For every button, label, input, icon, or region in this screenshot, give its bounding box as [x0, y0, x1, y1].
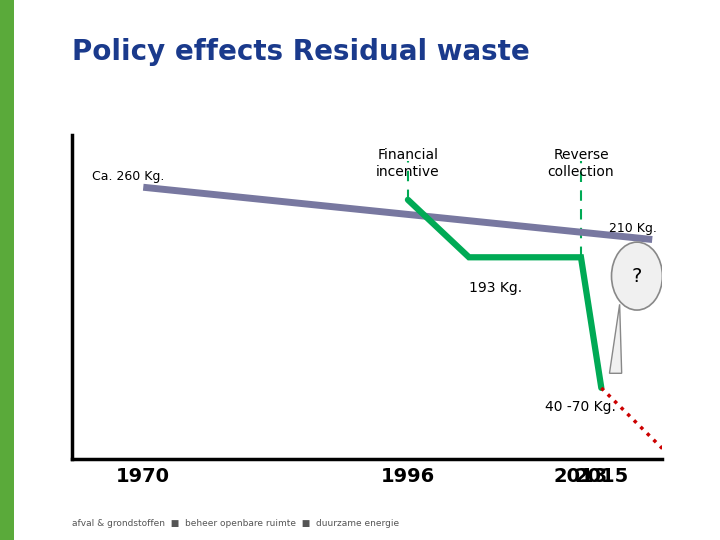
Text: afval & grondstoffen  ■  beheer openbare ruimte  ■  duurzame energie: afval & grondstoffen ■ beheer openbare r…	[72, 519, 399, 529]
Ellipse shape	[611, 242, 662, 310]
Text: Ca. 260 Kg.: Ca. 260 Kg.	[92, 170, 165, 183]
Text: 193 Kg.: 193 Kg.	[469, 281, 522, 295]
Text: 40 -70 Kg.: 40 -70 Kg.	[545, 401, 616, 415]
Polygon shape	[609, 305, 621, 373]
Text: ?: ?	[631, 267, 642, 286]
Text: Reverse
collection: Reverse collection	[548, 147, 614, 179]
Text: 210 Kg.: 210 Kg.	[609, 222, 657, 235]
Text: Financial
incentive: Financial incentive	[376, 147, 440, 179]
Text: Policy effects Residual waste: Policy effects Residual waste	[72, 38, 530, 66]
